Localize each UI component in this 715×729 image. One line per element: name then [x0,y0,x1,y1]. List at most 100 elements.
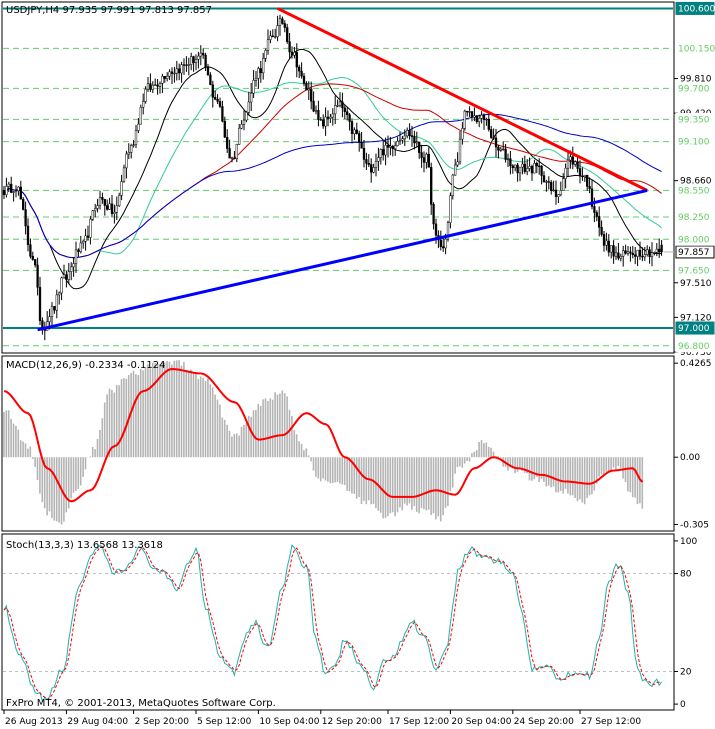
macd-bar [535,457,538,477]
candle [382,140,385,161]
candle [149,73,152,93]
candle [206,63,210,76]
candle [132,140,135,148]
macd-bar [7,410,10,458]
macd-bar [204,380,207,458]
candle [230,156,234,163]
macd-bar [327,457,329,482]
candle [490,125,493,139]
candle [660,240,663,256]
candle [617,242,620,261]
macd-bar [120,379,123,458]
candle [262,52,265,80]
macd-bar [77,457,80,489]
macd-bar [22,441,24,458]
candle [595,210,598,222]
candle [103,198,106,216]
candle [408,123,411,140]
macd-bar [607,457,610,473]
candle [257,66,260,89]
macd-bar [319,457,322,482]
macd-bar [401,457,404,511]
macd-bar [509,457,512,468]
candle [118,192,121,208]
macd-bar [173,360,176,458]
candle [19,180,22,200]
copyright-text: FxPro MT4, © 2001-2013, MetaQuotes Softw… [6,698,276,709]
candle [418,141,421,159]
macd-bar [531,457,533,481]
candle [475,115,478,124]
candle [182,58,186,75]
macd-bar [94,449,96,458]
macd-bar [43,457,46,509]
candle [38,276,42,326]
macd-bar [516,457,519,472]
time-tick-1: 29 Aug 04:00 [67,717,128,727]
candle [86,225,90,241]
macd-bar [271,399,274,458]
candle [641,247,644,262]
candle [122,164,126,183]
candle [646,245,649,257]
macd-bar [485,442,488,458]
candle [350,118,354,144]
candle [168,69,171,80]
candle [5,177,8,198]
macd-bar [459,457,461,467]
candle [2,185,6,200]
macd-bar [331,457,334,484]
macd-bar [187,372,190,458]
macd-bar [579,457,581,500]
macd-bar [418,457,420,514]
macd-bar [123,378,125,458]
candle [77,248,80,257]
candle [130,143,133,159]
macd-bar [48,457,51,512]
candle [614,246,618,260]
candle [185,56,188,72]
candle [94,203,97,218]
macd-bar [55,457,58,522]
level-tag-bg-4 [675,135,715,149]
candle [648,246,651,264]
macd-bar [329,457,332,484]
macd-bar [343,457,346,485]
macd-bar [171,364,173,458]
macd-bar [279,393,281,458]
candle [372,163,375,174]
macd-bar [168,361,171,458]
macd-bar [197,379,200,458]
candle [463,109,466,131]
price-tick-3: 97.510 [680,279,712,289]
candle [389,136,392,156]
candle [110,195,114,218]
macd-bar [315,457,317,477]
candle [547,176,550,190]
price-panel-title: USDJPY,H4 97.935 97.991 97.813 97.857 [6,5,212,16]
candle [413,130,416,150]
macd-bar [569,457,572,496]
time-tick-7: 20 Sep 04:00 [451,717,511,727]
macd-bar [118,385,120,458]
candle [619,253,622,262]
candle [542,171,546,183]
candle [161,73,164,94]
macd-bar [497,456,500,458]
candle [278,14,282,36]
candle [197,51,200,69]
level-tag-4: 99.100 [678,138,710,148]
candle [317,100,320,127]
price-tick-5: 96.730 [680,348,712,358]
macd-bar [82,457,84,477]
candle [396,136,399,147]
candle [89,215,92,245]
candle [583,174,586,182]
candle [238,123,241,145]
time-tick-9: 27 Sep 12:00 [581,717,641,727]
time-axis: 26 Aug 2013 29 Aug 04:00 2 Sep 20:00 5 Sep … [3,710,641,727]
macd-bar [487,446,490,458]
candle [55,289,58,319]
candles [2,14,663,341]
candle [50,302,54,327]
